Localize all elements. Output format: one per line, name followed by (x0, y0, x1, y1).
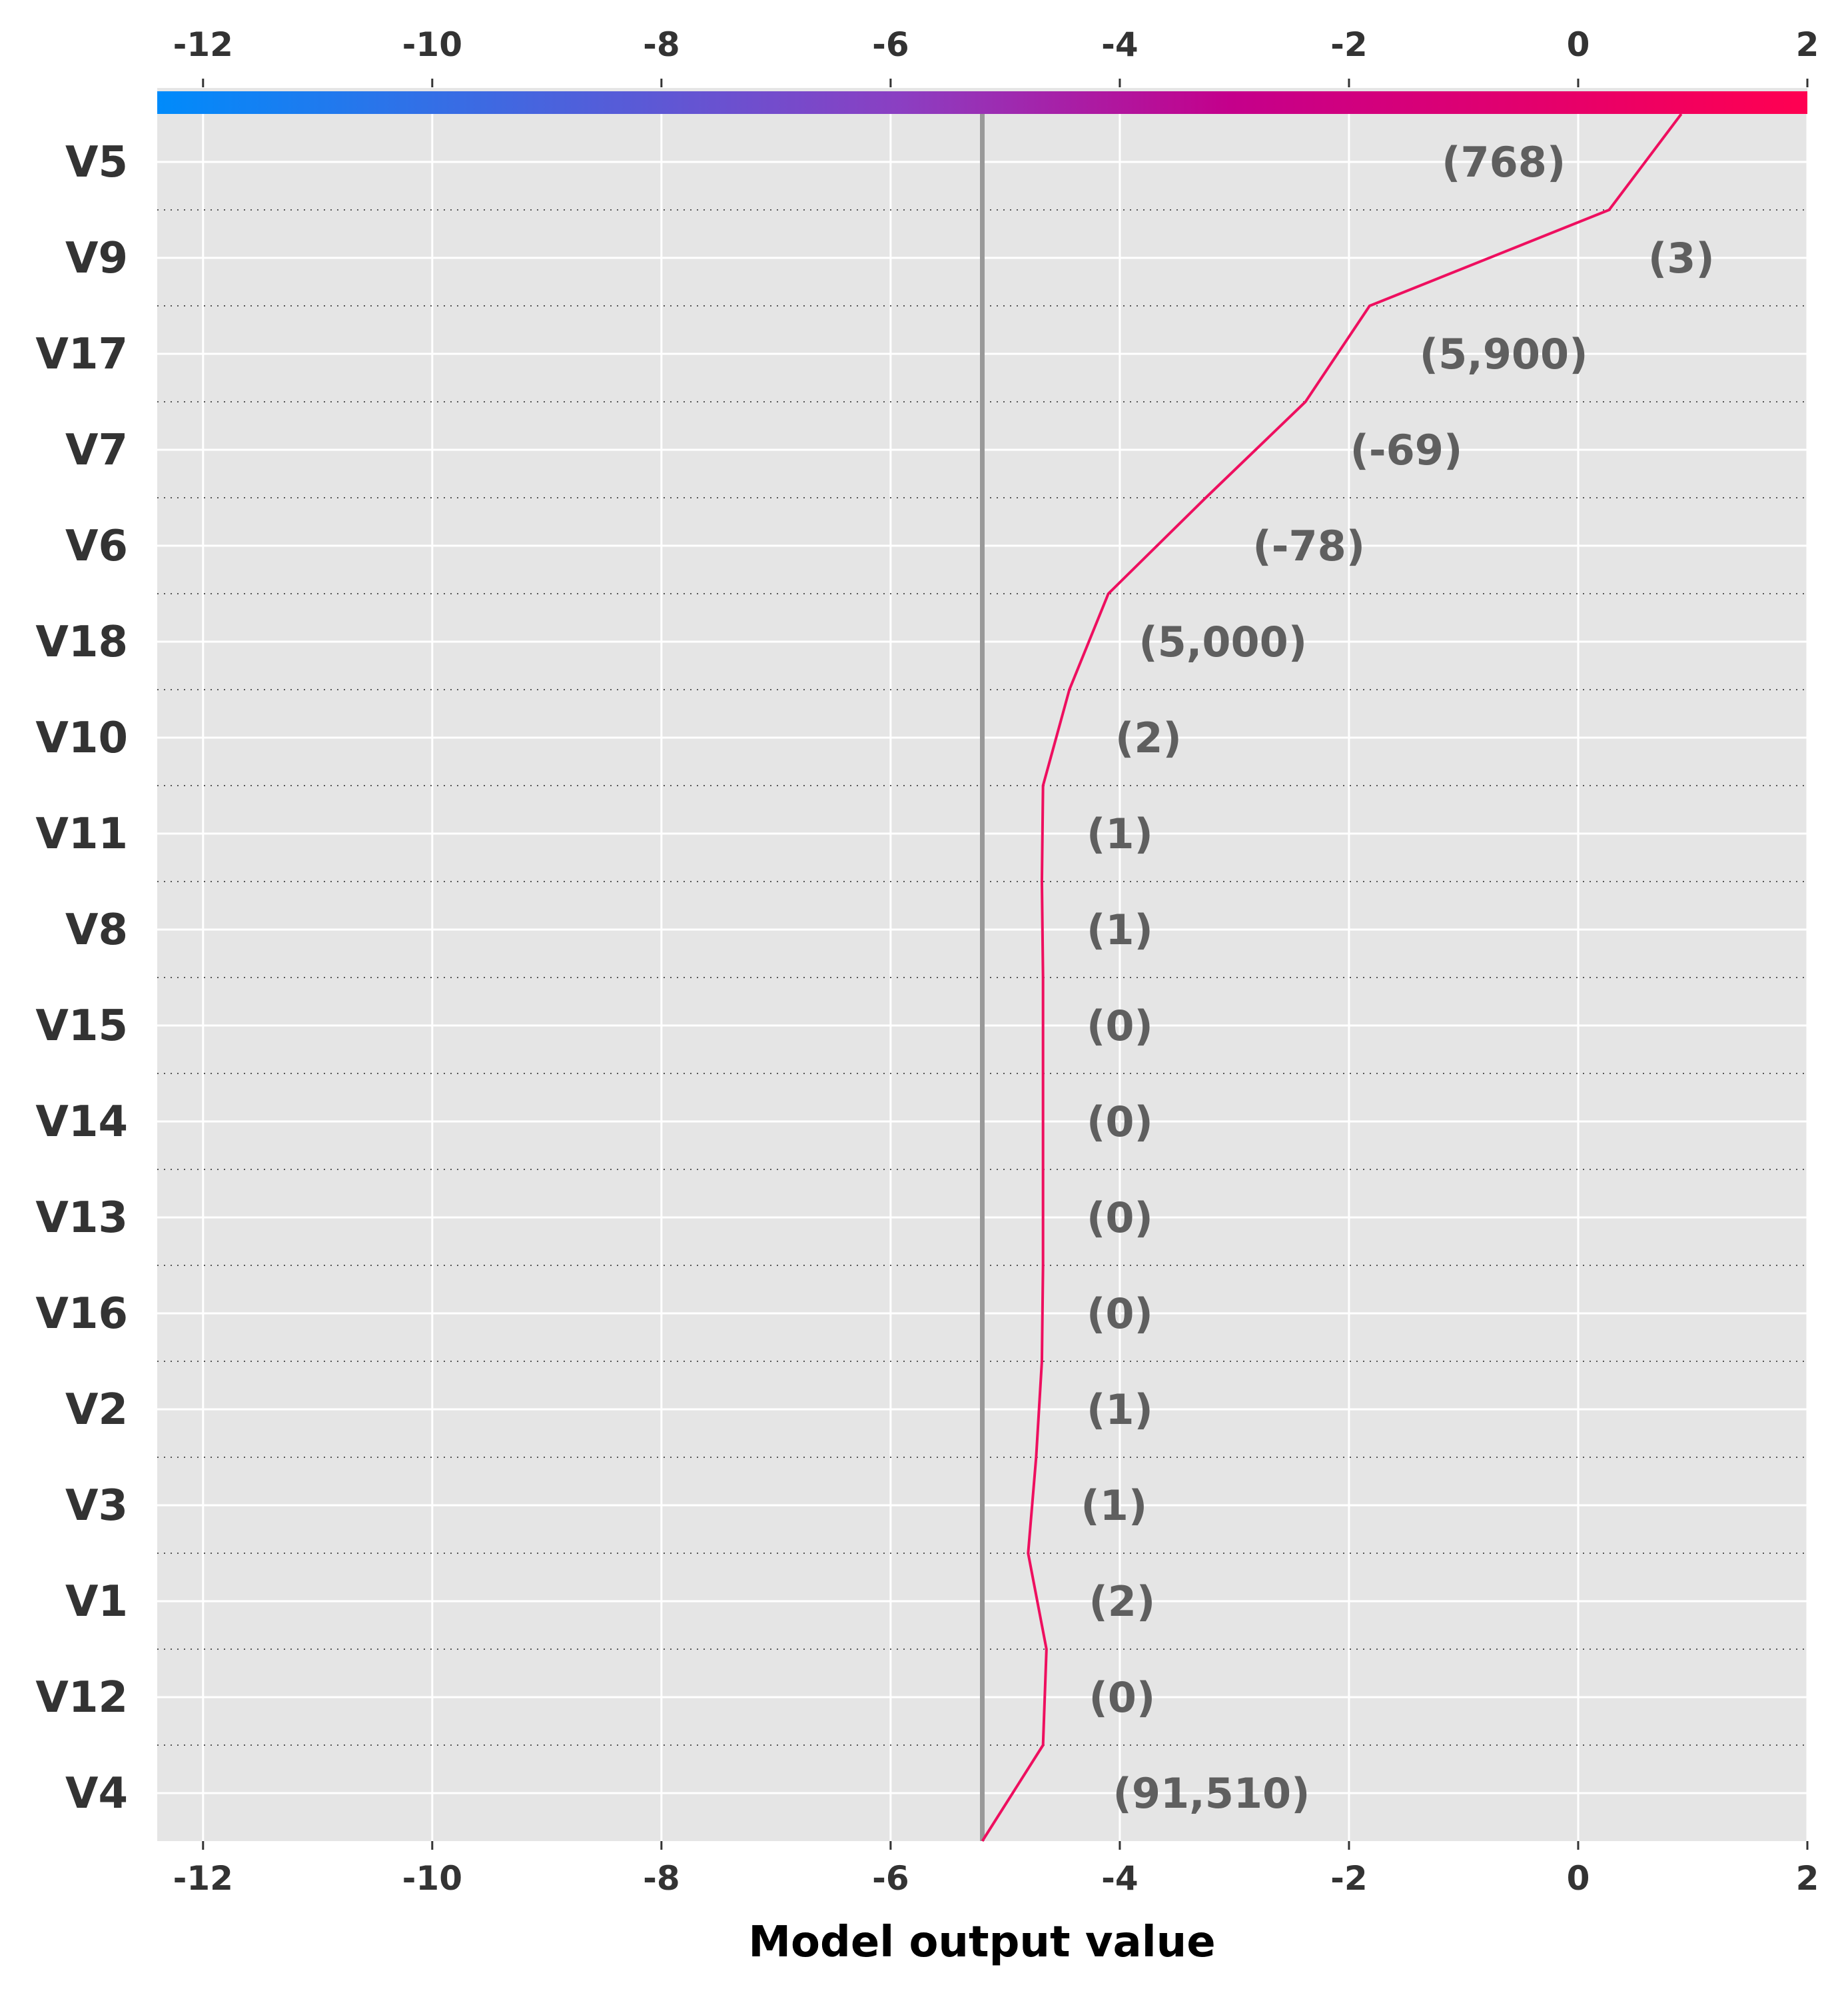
feature-label-v7: V7 (65, 426, 128, 475)
feature-label-v11: V11 (35, 810, 128, 859)
top-x-tick-label: 2 (1796, 25, 1819, 64)
feature-label-v17: V17 (35, 330, 128, 379)
feature-label-v10: V10 (35, 714, 128, 763)
feature-label-v5: V5 (65, 138, 128, 187)
feature-value-v9: (3) (1648, 234, 1715, 283)
feature-labels: V5 V9 V17 V7 V6 V18 V10 V11 V8 V15 V14 V13 V16 V2 V3 V1… (35, 138, 128, 1818)
bottom-x-tick-label: -6 (872, 1859, 909, 1898)
feature-label-v15: V15 (35, 1001, 128, 1051)
feature-value-v5: (768) (1442, 138, 1566, 187)
bottom-x-tick-label: -2 (1330, 1859, 1368, 1898)
feature-value-v16: (0) (1087, 1289, 1153, 1338)
feature-label-v6: V6 (65, 522, 128, 571)
top-x-tick-label: -12 (173, 25, 233, 64)
feature-label-v3: V3 (65, 1481, 128, 1531)
feature-value-v13: (0) (1087, 1193, 1153, 1242)
bottom-x-tick-label: 0 (1567, 1859, 1590, 1898)
top-x-tick-label: -6 (872, 25, 909, 64)
feature-value-v12: (0) (1089, 1673, 1155, 1722)
feature-label-v12: V12 (35, 1673, 128, 1722)
top-x-tick-label: -8 (643, 25, 680, 64)
x-axis-title: Model output value (748, 1918, 1215, 1967)
axis-ticks: -12 -12 -10 -10 -8 -8 -6 -6 -4 -4 -2 -2 0 0 2 2 (173, 25, 1819, 1898)
top-x-tick-label: 0 (1567, 25, 1590, 64)
feature-label-v16: V16 (35, 1289, 128, 1339)
colorbar (157, 91, 1807, 114)
feature-label-v1: V1 (65, 1577, 128, 1627)
feature-value-v1: (2) (1089, 1577, 1155, 1626)
feature-value-v10: (2) (1115, 714, 1182, 762)
feature-value-v4: (91,510) (1113, 1769, 1310, 1818)
feature-label-v8: V8 (65, 906, 128, 955)
feature-label-v18: V18 (35, 618, 128, 667)
feature-value-labels: (768) (3) (5,900) (-69) (-78) (5,000) (2) (1) (1… (1081, 138, 1714, 1818)
feature-value-v15: (0) (1087, 1001, 1153, 1050)
feature-value-v8: (1) (1087, 906, 1153, 954)
feature-label-v2: V2 (65, 1385, 128, 1435)
bottom-x-tick-label: -12 (173, 1859, 233, 1898)
feature-label-v14: V14 (35, 1097, 128, 1147)
bottom-x-tick-label: -4 (1101, 1859, 1139, 1898)
top-x-tick-label: -10 (402, 25, 462, 64)
feature-value-v14: (0) (1087, 1097, 1153, 1146)
feature-label-v13: V13 (35, 1193, 128, 1243)
top-x-tick-label: -4 (1101, 25, 1139, 64)
feature-value-v6: (-78) (1252, 522, 1365, 570)
feature-value-v3: (1) (1081, 1481, 1147, 1530)
feature-label-v9: V9 (65, 234, 128, 283)
feature-value-v11: (1) (1087, 810, 1153, 858)
feature-value-v7: (-69) (1350, 426, 1463, 474)
feature-value-v18: (5,000) (1139, 618, 1307, 666)
bottom-x-tick-label: -10 (402, 1859, 462, 1898)
bottom-x-tick-label: 2 (1796, 1859, 1819, 1898)
feature-value-v17: (5,900) (1420, 330, 1588, 378)
bottom-x-tick-label: -8 (643, 1859, 680, 1898)
decision-path-line (981, 113, 1683, 1842)
feature-value-v2: (1) (1087, 1385, 1153, 1434)
top-x-tick-label: -2 (1330, 25, 1368, 64)
feature-label-v4: V4 (65, 1769, 128, 1818)
